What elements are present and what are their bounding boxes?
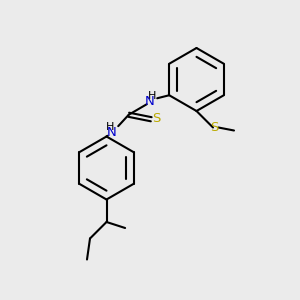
Text: S: S bbox=[152, 112, 161, 125]
Text: H: H bbox=[106, 122, 114, 132]
Text: N: N bbox=[145, 95, 154, 108]
Text: N: N bbox=[106, 126, 116, 139]
Text: S: S bbox=[210, 121, 218, 134]
Text: H: H bbox=[148, 91, 156, 101]
